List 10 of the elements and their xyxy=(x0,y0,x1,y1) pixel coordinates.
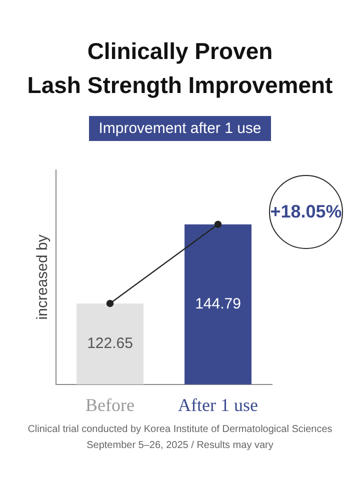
x-tick-label: After 1 use xyxy=(178,394,258,415)
chart-title: Clinically Proven Lash Strength Improvement xyxy=(26,37,334,100)
annotation: September 5–26, 2025 / Results may vary xyxy=(86,439,274,453)
text: +18.05% xyxy=(270,202,342,222)
data-label: 122.65 xyxy=(87,335,133,352)
annotation: Clinical trial conducted by Korea Institute of Dermatological Sciences xyxy=(26,423,334,437)
chart-subtitle: Improvement after 1 use xyxy=(88,116,272,141)
y-axis-title: increased by xyxy=(34,234,52,320)
data-label: 144.79 xyxy=(195,296,241,313)
x-tick-label: Before xyxy=(86,394,134,415)
